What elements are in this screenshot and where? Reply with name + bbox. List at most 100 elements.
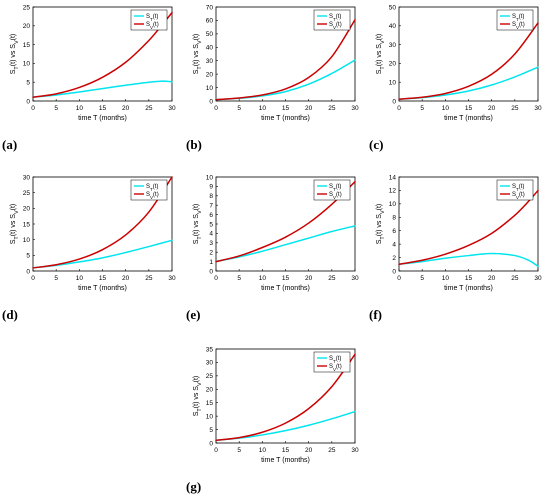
y-tick-label: 20: [389, 61, 397, 68]
x-tick-label: 30: [534, 275, 542, 282]
legend-label: SV(t): [512, 192, 525, 200]
y-tick-label: 20: [23, 23, 31, 30]
x-tick-label: 25: [511, 275, 519, 282]
y-tick-label: 2: [392, 255, 396, 262]
chart-panel-f: 0 5 10 15 20 25 30 0 2 4 6 8 10 12 14 time T (months) ST…: [366, 170, 549, 322]
y-tick-label: 4: [209, 231, 213, 238]
x-tick-label: 20: [305, 447, 313, 454]
chart-d: 0 5 10 15 20 25 30 0 5 10 15 20 25 30 time T (months) S…: [10, 174, 176, 292]
y-tick-label: 5: [209, 427, 213, 434]
panel-label-c: (c): [369, 137, 384, 152]
chart-panel-d: 0 5 10 15 20 25 30 0 5 10 15 20 25 30 time T (months) S…: [0, 170, 183, 322]
panel-label-b: (b): [186, 137, 202, 152]
x-axis-label: time T (months): [78, 115, 127, 122]
x-tick-label: 5: [237, 275, 241, 282]
x-axis-label: time T (months): [444, 115, 493, 122]
chart-panel-b: 0 5 10 15 20 25 30 0 10 20 30 40 50 60 70 time T (month…: [183, 0, 366, 152]
y-tick-label: 15: [206, 400, 214, 407]
legend-box: [130, 179, 168, 201]
x-tick-label: 20: [122, 105, 130, 112]
x-tick-label: 25: [511, 105, 519, 112]
chart-panel-g: 0 5 10 15 20 25 30 0 5 10 15 20 25 30 35 time T (months…: [183, 342, 366, 498]
y-tick-label: 25: [23, 4, 31, 11]
x-tick-label: 0: [214, 105, 218, 112]
y-tick-label: 9: [209, 184, 213, 191]
y-tick-label: 3: [209, 240, 213, 247]
y-tick-label: 20: [206, 71, 214, 78]
x-tick-label: 15: [465, 275, 473, 282]
x-tick-label: 10: [259, 447, 267, 454]
chart-f: 0 5 10 15 20 25 30 0 2 4 6 8 10 12 14 time T (months) ST…: [376, 174, 542, 292]
y-tick-label: 1: [209, 259, 213, 266]
y-tick-label: 10: [206, 85, 214, 92]
x-tick-label: 30: [168, 275, 176, 282]
x-tick-label: 30: [351, 105, 359, 112]
x-tick-label: 5: [54, 275, 58, 282]
series-line-s-v: [398, 189, 539, 266]
y-tick-label: 0: [26, 98, 30, 105]
y-axis-label: ST(t) vs SV(t): [376, 34, 386, 75]
legend-label: SV(t): [329, 22, 342, 30]
x-tick-label: 0: [31, 105, 35, 112]
legend-label: SV(t): [512, 22, 525, 30]
x-tick-label: 10: [442, 275, 450, 282]
y-tick-label: 50: [206, 31, 214, 38]
chart-a: 0 5 10 15 20 25 30 0 5 10 15 20 25 time T (months) ST(…: [10, 4, 176, 122]
y-tick-label: 5: [26, 253, 30, 260]
x-tick-label: 0: [397, 275, 401, 282]
y-tick-label: 30: [389, 42, 397, 49]
x-tick-label: 30: [351, 447, 359, 454]
legend-box: [313, 9, 351, 31]
y-axis-label: ST(t) vs SV(t): [10, 34, 20, 75]
x-tick-label: 25: [328, 275, 336, 282]
series-line-s-v: [215, 19, 356, 101]
x-tick-label: 5: [237, 105, 241, 112]
x-tick-label: 15: [465, 105, 473, 112]
y-tick-label: 2: [209, 250, 213, 257]
y-tick-label: 0: [26, 268, 30, 275]
y-tick-label: 60: [206, 18, 214, 25]
legend-label: SV(t): [329, 192, 342, 200]
legend-label: SV(t): [146, 192, 159, 200]
y-tick-label: 50: [389, 4, 397, 11]
y-tick-label: 7: [209, 203, 213, 210]
x-axis-label: time T (months): [261, 115, 310, 122]
x-tick-label: 10: [442, 105, 450, 112]
x-tick-label: 10: [76, 105, 84, 112]
y-tick-label: 10: [206, 413, 214, 420]
x-tick-label: 15: [282, 275, 290, 282]
y-tick-label: 14: [389, 174, 397, 181]
chart-g: 0 5 10 15 20 25 30 0 5 10 15 20 25 30 35 time T (months…: [193, 346, 359, 464]
y-tick-label: 35: [206, 346, 214, 353]
x-tick-label: 10: [259, 105, 267, 112]
legend-label: ST(t): [512, 14, 524, 22]
legend-box: [496, 179, 534, 201]
y-tick-label: 10: [23, 237, 31, 244]
legend-label: SV(t): [146, 22, 159, 30]
chart-panel-e: 0 5 10 15 20 25 30 0 1 2 3 4 5 6 7 8 9 10 time T (months) S…: [183, 170, 366, 322]
y-tick-label: 40: [389, 23, 397, 30]
x-tick-label: 30: [534, 105, 542, 112]
series-line-s-v: [215, 180, 356, 263]
legend-label: ST(t): [329, 14, 341, 22]
x-tick-label: 15: [282, 447, 290, 454]
x-tick-label: 5: [420, 275, 424, 282]
x-tick-label: 20: [305, 105, 313, 112]
y-tick-label: 6: [392, 228, 396, 235]
x-tick-label: 5: [54, 105, 58, 112]
y-tick-label: 10: [389, 201, 397, 208]
y-axis-label: ST(t) vs SV(t): [10, 204, 20, 245]
panel-label-d: (d): [2, 307, 18, 322]
x-tick-label: 20: [488, 275, 496, 282]
chart-panel-c: 0 5 10 15 20 25 30 0 10 20 30 40 50 time T (months) ST…: [366, 0, 549, 152]
legend-box: [313, 351, 351, 373]
x-tick-label: 5: [237, 447, 241, 454]
legend-label: ST(t): [146, 14, 158, 22]
y-axis-label: ST(t) vs SV(t): [193, 376, 203, 417]
legend-label: ST(t): [329, 184, 341, 192]
y-tick-label: 5: [26, 80, 30, 87]
series-line-s-t: [215, 225, 356, 263]
legend-box: [496, 9, 534, 31]
x-tick-label: 30: [351, 275, 359, 282]
y-tick-label: 30: [206, 360, 214, 367]
